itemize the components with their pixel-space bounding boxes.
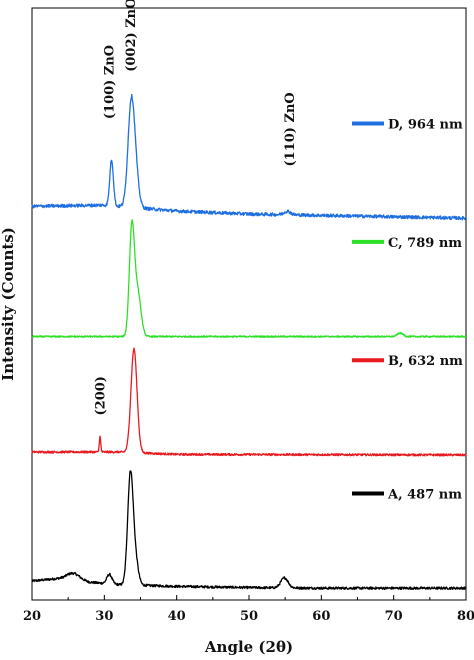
legend-entry: C, 789 nm [352, 236, 462, 251]
x-tick-label: 40 [168, 609, 186, 624]
series-line [31, 219, 467, 338]
series-line [31, 470, 467, 590]
peak-annotation: (100) ZnO [102, 45, 117, 119]
series-line [31, 93, 467, 221]
x-axis-ticks: 20 30 40 50 60 70 80 [23, 595, 474, 624]
series-layer [31, 93, 467, 590]
peak-annotation: (002) ZnO [124, 0, 139, 72]
x-tick-label: 60 [312, 609, 330, 624]
peak-annotation: (110) ZnO [283, 92, 298, 166]
legend: A, 487 nm B, 632 nm C, 789 nm D, 964 nm [352, 117, 463, 502]
x-tick-label: 20 [23, 609, 41, 624]
legend-entry: A, 487 nm [352, 487, 462, 502]
plot-frame [31, 7, 467, 601]
legend-label: C, 789 nm [388, 236, 462, 251]
legend-label: A, 487 nm [387, 487, 462, 502]
x-tick-label: 70 [385, 609, 403, 624]
legend-entry: D, 964 nm [352, 117, 463, 132]
legend-label: B, 632 nm [388, 354, 463, 369]
legend-label: D, 964 nm [388, 117, 463, 132]
x-tick-label: 30 [95, 609, 113, 624]
series-line [31, 347, 467, 457]
x-tick-label: 50 [240, 609, 258, 624]
peak-annotations: (100) ZnO (002) ZnO (110) ZnO (200) [94, 0, 299, 415]
legend-entry: B, 632 nm [352, 354, 463, 369]
y-axis-title: Intensity (Counts) [0, 227, 17, 381]
x-axis-title: Angle (2θ) [204, 638, 293, 656]
peak-annotation: (200) [94, 376, 109, 415]
x-tick-label: 80 [457, 609, 474, 624]
